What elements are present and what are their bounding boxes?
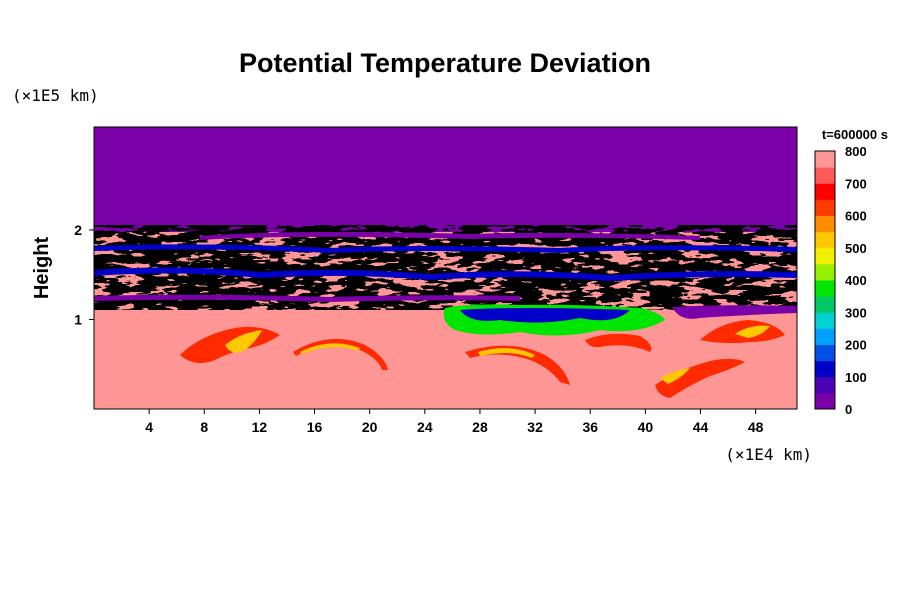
- x-tick-label: 20: [362, 419, 378, 435]
- x-tick-label: 24: [417, 419, 433, 435]
- turbulent-band-yellow: [94, 230, 797, 305]
- y-axis-ticks: 12: [74, 222, 94, 327]
- x-tick-label: 44: [693, 419, 709, 435]
- colorbar-segment: [815, 231, 835, 249]
- colorbar-segment: [815, 263, 835, 281]
- colorbar-tick-label: 100: [845, 370, 867, 385]
- y-tick-label: 2: [74, 222, 82, 238]
- colorbar-segment: [815, 183, 835, 200]
- colorbar-tick-label: 300: [845, 305, 867, 320]
- arc-3: [585, 333, 652, 352]
- x-tick-label: 28: [472, 419, 488, 435]
- chart-title: Potential Temperature Deviation: [239, 48, 651, 78]
- time-label: t=600000 s: [822, 127, 888, 142]
- arc-1-core: [300, 343, 360, 354]
- x-unit-label: (×1E4 km): [725, 445, 812, 464]
- x-tick-label: 16: [307, 419, 323, 435]
- y-unit-label: (×1E5 km): [12, 86, 99, 105]
- sheared-layer-central-inner: [460, 308, 630, 323]
- y-tick-label: 1: [74, 311, 82, 327]
- x-tick-label: 48: [748, 419, 764, 435]
- colorbar-segment: [815, 376, 835, 394]
- colorbar-segment: [815, 392, 835, 410]
- colorbar-segment: [815, 296, 835, 313]
- stripe-top-2: [94, 244, 797, 253]
- colorbar-segment: [815, 247, 835, 265]
- x-tick-label: 12: [252, 419, 268, 435]
- upper-layer: [94, 127, 797, 232]
- colorbar-tick-label: 700: [845, 176, 867, 191]
- y-axis-label: Height: [31, 237, 53, 300]
- colorbar-segment: [815, 167, 835, 184]
- colorbar-segment: [815, 199, 835, 216]
- colorbar-segment: [815, 215, 835, 233]
- colorbar-tick-label: 600: [845, 209, 867, 224]
- plume-2-core: [735, 325, 770, 338]
- x-tick-label: 36: [582, 419, 598, 435]
- arc-2: [465, 345, 570, 385]
- x-axis-ticks: 4 8 12 16 20 24 28 32 36 40 44 48: [145, 409, 764, 435]
- colorbar-tick-label: 0: [845, 402, 852, 417]
- stripe-bottom-1: [94, 294, 520, 302]
- colorbar-segment: [815, 344, 835, 362]
- colorbar-tick-label: 200: [845, 338, 867, 353]
- colorbar-tick-label: 400: [845, 273, 867, 288]
- colorbar-segment: [815, 328, 835, 345]
- colorbar-segment: [815, 151, 835, 168]
- colorbar-tick-label: 800: [845, 144, 867, 159]
- x-tick-label: 4: [145, 419, 153, 435]
- colorbar: 0 100 200 300 400 500 600 700 800: [814, 144, 867, 417]
- colorbar-tick-label: 500: [845, 241, 867, 256]
- colorbar-frame: [814, 150, 836, 410]
- stripe-top-1: [200, 231, 700, 240]
- colorbar-segment: [815, 360, 835, 378]
- x-tick-label: 40: [638, 419, 654, 435]
- heatmap-plot-area: [94, 127, 797, 409]
- plume-3-core: [660, 368, 690, 384]
- x-tick-label: 32: [527, 419, 543, 435]
- plume-3: [655, 358, 745, 398]
- sheared-layer-right: [672, 305, 797, 319]
- stripe-mid-1: [94, 267, 797, 281]
- plume-1-core: [225, 330, 262, 353]
- plot-frame: [93, 126, 798, 410]
- arc-2-core: [478, 348, 535, 358]
- x-tick-label: 8: [200, 419, 208, 435]
- colorbar-segment: [815, 312, 835, 329]
- colorbar-segment: [815, 280, 835, 297]
